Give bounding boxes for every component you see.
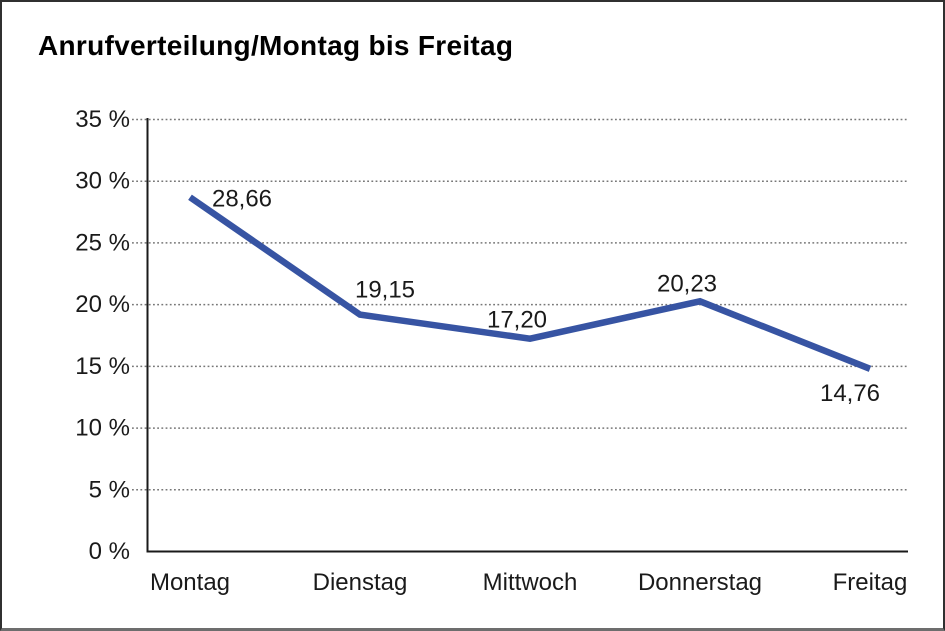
x-category-label: Mittwoch <box>483 569 578 596</box>
data-line <box>188 194 872 372</box>
x-category-label: Freitag <box>833 569 908 596</box>
data-point-label: 19,15 <box>355 277 415 304</box>
y-tick-label: 15 % <box>75 353 130 380</box>
y-tick-label: 25 % <box>75 229 130 256</box>
data-point-label: 28,66 <box>212 185 272 212</box>
y-tick-label: 35 % <box>75 106 130 133</box>
y-tick-label: 10 % <box>75 415 130 442</box>
y-tick-label: 0 % <box>89 538 130 565</box>
y-tick-label: 5 % <box>89 476 130 503</box>
data-point-label: 14,76 <box>820 380 880 407</box>
x-category-label: Montag <box>150 569 230 596</box>
y-tick-label: 30 % <box>75 168 130 195</box>
data-point-label: 17,20 <box>487 307 547 334</box>
x-category-label: Dienstag <box>313 569 408 596</box>
chart-title: Anrufverteilung/Montag bis Freitag <box>38 30 514 61</box>
data-point-label: 20,23 <box>657 270 717 297</box>
y-tick-label: 20 % <box>75 291 130 318</box>
x-category-label: Donnerstag <box>638 569 762 596</box>
